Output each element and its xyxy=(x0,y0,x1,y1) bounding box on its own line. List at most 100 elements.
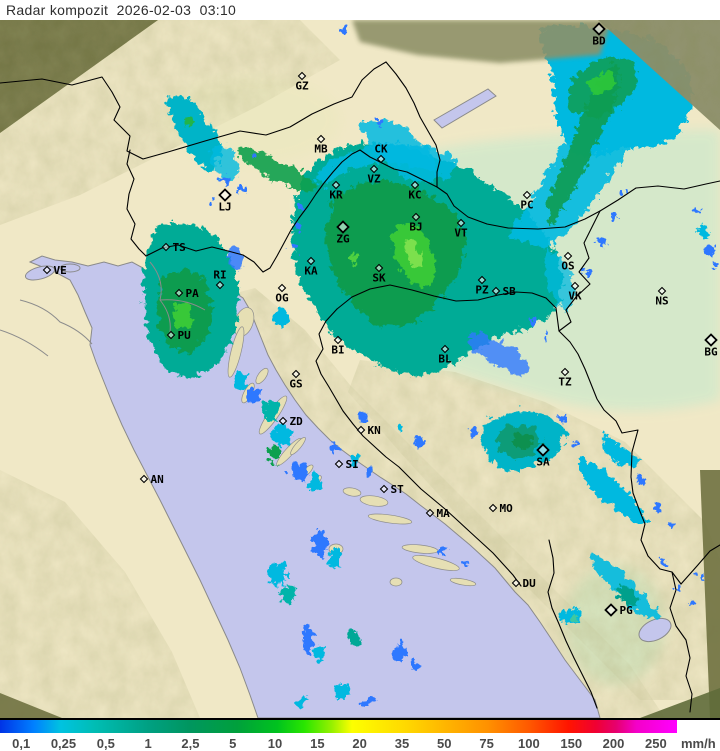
station-label-gs: GS xyxy=(289,378,302,391)
station-diamond-vz xyxy=(369,164,379,174)
station-diamond-gz xyxy=(297,71,307,81)
station-diamond-pa xyxy=(174,288,184,298)
station-diamond-lj xyxy=(218,188,232,202)
station-diamond-si xyxy=(334,459,344,469)
station-diamond-ri xyxy=(215,280,225,290)
legend-tick: 100 xyxy=(518,736,540,751)
station-label-sk: SK xyxy=(372,272,386,285)
station-diamond-pu xyxy=(166,330,176,340)
legend-tick: 75 xyxy=(479,736,494,751)
station-diamond-ka xyxy=(306,256,316,266)
station-label-pg: PG xyxy=(620,604,634,617)
station-diamond-st xyxy=(379,484,389,494)
station-diamond-zd xyxy=(278,416,288,426)
station-label-du: DU xyxy=(523,577,537,590)
title-bar: Radar kompozit 2026-02-03 03:10 xyxy=(0,0,720,20)
station-label-ts: TS xyxy=(173,241,186,254)
grey-lines-layer xyxy=(0,261,206,357)
station-label-mb: MB xyxy=(314,143,328,156)
station-label-st: ST xyxy=(391,483,405,496)
station-label-ns: NS xyxy=(655,295,668,308)
station-label-bl: BL xyxy=(438,353,452,366)
station-label-sb: SB xyxy=(503,285,517,298)
station-label-og: OG xyxy=(275,292,289,305)
legend-tick: 20 xyxy=(352,736,367,751)
station-label-kr: KR xyxy=(329,189,343,202)
legend-tick: 0,1 xyxy=(12,736,31,751)
station-diamond-vt xyxy=(456,218,466,228)
station-label-bd: BD xyxy=(592,35,606,48)
legend-tick: 1 xyxy=(144,736,152,751)
legend-tick: 0,25 xyxy=(50,736,77,751)
station-diamond-kn xyxy=(356,425,366,435)
legend-tick: 15 xyxy=(310,736,325,751)
legend-labels: 0,1 0,25 0,5 1 2,5 5 10 15 20 35 50 75 100 150 200 250 m… xyxy=(0,733,720,751)
station-diamond-pz xyxy=(477,275,487,285)
station-label-kc: KC xyxy=(408,189,421,202)
legend-tick: 0,5 xyxy=(96,736,115,751)
station-label-sa: SA xyxy=(536,456,550,469)
station-diamond-bg xyxy=(704,333,718,347)
legend-tick: 50 xyxy=(437,736,452,751)
station-diamond-du xyxy=(511,578,521,588)
station-label-vt: VT xyxy=(454,227,468,240)
station-diamond-vk xyxy=(570,281,580,291)
legend-tick: 10 xyxy=(267,736,283,751)
station-diamond-sk xyxy=(374,263,384,273)
station-label-ma: MA xyxy=(437,507,451,520)
station-label-pu: PU xyxy=(178,329,192,342)
station-label-si: SI xyxy=(346,458,359,471)
station-diamond-pg xyxy=(604,603,618,617)
station-label-vk: VK xyxy=(568,290,582,303)
legend-tick: 250 xyxy=(644,736,667,751)
station-diamond-bl xyxy=(440,344,450,354)
station-diamond-bd xyxy=(592,22,606,36)
radar-map: GZ BD MB CK VZ KR KC PC LJ BJ VT ZG TS OS KA SK VE PZ RI VK… xyxy=(0,20,720,718)
station-label-zg: ZG xyxy=(336,233,350,246)
station-label-pc: PC xyxy=(520,199,533,212)
station-label-ck: CK xyxy=(374,143,388,156)
station-diamond-kr xyxy=(331,180,341,190)
station-label-pa: PA xyxy=(186,287,200,300)
station-diamond-tz xyxy=(560,367,570,377)
station-diamond-sb xyxy=(491,286,501,296)
islands-layer xyxy=(227,307,477,587)
legend-tick: 5 xyxy=(229,736,237,751)
station-label-mo: MO xyxy=(500,502,514,515)
legend-tick: 35 xyxy=(394,736,410,751)
station-diamond-zg xyxy=(336,220,350,234)
station-label-ka: KA xyxy=(304,265,318,278)
legend-colorbar xyxy=(0,720,677,733)
station-label-bj: BJ xyxy=(409,221,422,234)
station-label-kn: KN xyxy=(368,424,381,437)
station-label-pz: PZ xyxy=(475,284,489,297)
station-label-bg: BG xyxy=(704,346,718,359)
coverage-shade-layer xyxy=(0,20,720,718)
station-label-os: OS xyxy=(561,260,574,273)
legend-tick: 150 xyxy=(560,736,583,751)
station-diamond-ve xyxy=(42,265,52,275)
legend-unit: mm/h xyxy=(681,736,716,751)
station-label-gz: GZ xyxy=(295,80,309,93)
station-diamond-kc xyxy=(410,180,420,190)
station-label-zd: ZD xyxy=(290,415,304,428)
station-diamond-ns xyxy=(657,286,667,296)
borders-layer xyxy=(0,61,720,713)
radar-map-svg: GZ BD MB CK VZ KR KC PC LJ BJ VT ZG TS OS KA SK VE PZ RI VK… xyxy=(0,20,720,718)
station-diamond-pc xyxy=(522,190,532,200)
station-diamond-bi xyxy=(333,335,343,345)
station-diamond-bj xyxy=(411,212,421,222)
station-diamond-ma xyxy=(425,508,435,518)
precipitation-layer xyxy=(141,23,715,706)
legend: 0,1 0,25 0,5 1 2,5 5 10 15 20 35 50 75 100 150 200 250 m… xyxy=(0,718,720,751)
station-label-lj: LJ xyxy=(218,201,231,214)
stations-layer: GZ BD MB CK VZ KR KC PC LJ BJ VT ZG TS OS KA SK VE PZ RI VK… xyxy=(42,22,718,617)
page-title: Radar kompozit 2026-02-03 03:10 xyxy=(6,2,237,18)
station-label-an: AN xyxy=(151,473,164,486)
legend-tick: 200 xyxy=(602,736,625,751)
station-diamond-ts xyxy=(161,242,171,252)
station-diamond-os xyxy=(563,251,573,261)
station-label-vz: VZ xyxy=(367,173,381,186)
station-diamond-ck xyxy=(376,154,386,164)
